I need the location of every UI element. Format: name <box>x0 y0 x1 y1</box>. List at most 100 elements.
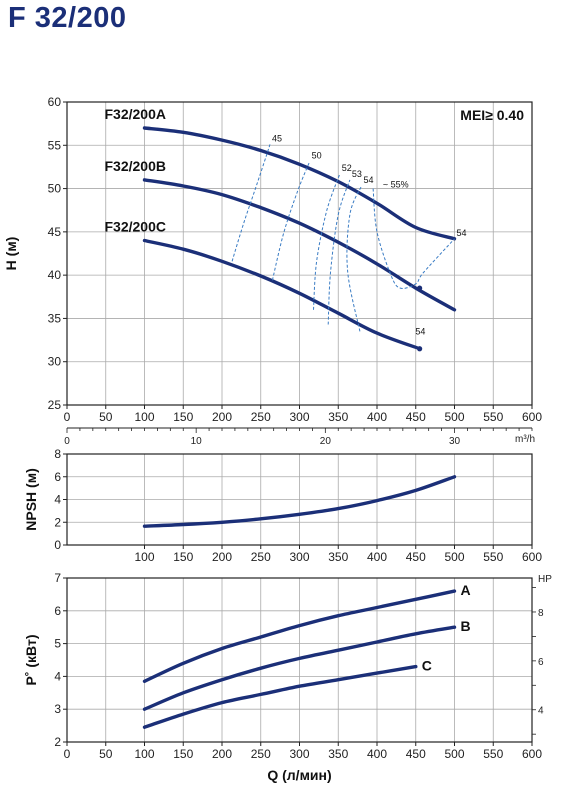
y-tick-label: 6 <box>54 470 61 484</box>
series-curve <box>142 625 457 711</box>
y-tick-label: 2 <box>54 515 61 529</box>
mei-annotation: MEI≥ 0.40 <box>460 107 524 123</box>
x-tick-label: 200 <box>212 550 232 564</box>
y-tick-label: 6 <box>54 604 61 618</box>
series-label: F32/200C <box>105 219 166 235</box>
x-tick-label: 350 <box>328 747 348 761</box>
series-label: B <box>461 618 471 634</box>
efficiency-curve <box>231 144 271 262</box>
secondary-x-tick-label: 10 <box>191 436 203 447</box>
series-curve <box>142 178 457 312</box>
y-tick-label: 4 <box>54 669 61 683</box>
y-axis-title: P˚ (кВт) <box>23 634 39 685</box>
efficiency-curve <box>327 179 351 325</box>
efficiency-label: 52 <box>342 163 352 173</box>
x-tick-label: 100 <box>134 410 154 424</box>
y-tick-label: 40 <box>48 268 62 282</box>
hp-tick-label: 4 <box>538 706 544 717</box>
x-tick-label: 550 <box>483 747 503 761</box>
series-label: C <box>422 658 432 674</box>
x-tick-label: 100 <box>134 550 154 564</box>
y-tick-label: 55 <box>48 138 62 152</box>
x-tick-label: 150 <box>173 747 193 761</box>
x-tick-label: 350 <box>328 410 348 424</box>
x-tick-label: 200 <box>212 747 232 761</box>
x-tick-label: 0 <box>64 747 71 761</box>
x-tick-label: 350 <box>328 550 348 564</box>
y-tick-label: 35 <box>48 311 62 325</box>
secondary-x-unit: m³/h <box>515 434 535 445</box>
series-curve <box>142 475 457 528</box>
hp-tick-label: 8 <box>538 608 544 619</box>
y-tick-label: 50 <box>48 182 62 196</box>
x-tick-label: 450 <box>406 550 426 564</box>
x-tick-label: 550 <box>483 410 503 424</box>
y-tick-label: 25 <box>48 398 62 412</box>
x-tick-label: 550 <box>483 550 503 564</box>
page-title: F 32/200 <box>8 2 127 34</box>
y-tick-label: 2 <box>54 735 61 749</box>
secondary-x-tick-label: 30 <box>449 436 461 447</box>
x-tick-label: 100 <box>134 747 154 761</box>
efficiency-label: 54 <box>457 228 467 238</box>
x-tick-label: 600 <box>522 747 542 761</box>
efficiency-curve <box>271 161 311 281</box>
y-tick-label: 30 <box>48 355 62 369</box>
x-tick-label: 400 <box>367 747 387 761</box>
x-tick-label: 50 <box>99 747 113 761</box>
x-tick-label: 200 <box>212 410 232 424</box>
efficiency-label: ~ 55% <box>383 179 409 189</box>
y-axis-title: NPSH (м) <box>23 468 39 530</box>
secondary-x-tick-label: 0 <box>64 436 70 447</box>
x-tick-label: 150 <box>173 410 193 424</box>
x-tick-label: 250 <box>251 747 271 761</box>
hp-unit-label: HP <box>538 574 552 585</box>
efficiency-label: 45 <box>272 133 282 143</box>
x-tick-label: 500 <box>444 747 464 761</box>
y-axis-title: H (м) <box>3 237 19 271</box>
y-tick-label: 3 <box>54 702 61 716</box>
series-label: F32/200A <box>105 106 166 122</box>
series-curve <box>142 126 457 241</box>
x-tick-label: 0 <box>64 410 71 424</box>
y-tick-label: 7 <box>54 571 61 585</box>
series-curve <box>142 238 422 351</box>
efficiency-label: 53 <box>352 169 362 179</box>
y-tick-label: 8 <box>54 447 61 461</box>
y-tick-label: 0 <box>54 538 61 552</box>
series-curve <box>142 664 418 729</box>
y-tick-label: 5 <box>54 637 61 651</box>
efficiency-curve <box>372 188 455 289</box>
x-tick-label: 250 <box>251 550 271 564</box>
x-tick-label: 400 <box>367 410 387 424</box>
y-tick-label: 60 <box>48 95 62 109</box>
x-tick-label: 300 <box>289 747 309 761</box>
operating-point-marker <box>417 285 423 291</box>
x-tick-label: 300 <box>289 410 309 424</box>
x-axis-title: Q (л/мин) <box>267 767 331 783</box>
x-tick-label: 300 <box>289 550 309 564</box>
x-tick-label: 500 <box>444 550 464 564</box>
secondary-x-tick-label: 20 <box>320 436 332 447</box>
x-tick-label: 50 <box>99 410 113 424</box>
x-tick-label: 600 <box>522 410 542 424</box>
hp-tick-label: 6 <box>538 657 544 668</box>
x-tick-label: 250 <box>251 410 271 424</box>
y-tick-label: 45 <box>48 225 62 239</box>
efficiency-label: 54 <box>415 326 425 336</box>
series-label: A <box>461 582 471 598</box>
series-curve <box>142 589 457 683</box>
efficiency-label: 54 <box>364 175 374 185</box>
x-tick-label: 600 <box>522 550 542 564</box>
series-label: F32/200B <box>105 158 166 174</box>
efficiency-label: 50 <box>312 151 322 161</box>
x-tick-label: 450 <box>406 747 426 761</box>
efficiency-curve <box>313 173 341 310</box>
x-tick-label: 400 <box>367 550 387 564</box>
x-tick-label: 150 <box>173 550 193 564</box>
y-tick-label: 4 <box>54 493 61 507</box>
x-tick-label: 450 <box>406 410 426 424</box>
efficiency-curve <box>346 185 362 332</box>
x-tick-label: 500 <box>444 410 464 424</box>
